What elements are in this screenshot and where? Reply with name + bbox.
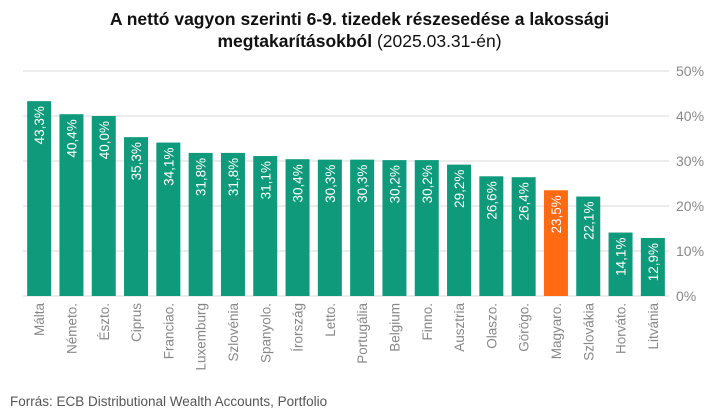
y-tick-label: 20% (676, 198, 704, 214)
bar (640, 237, 665, 296)
x-tick-label: Spanyolo. (258, 303, 273, 363)
data-label: 26,4% (517, 182, 532, 220)
x-tick-label: Olaszo. (484, 303, 499, 349)
source-note: Forrás: ECB Distributional Wealth Accoun… (10, 394, 328, 409)
title-line-1: A nettó vagyon szerinti 6-9. tizedek rés… (109, 9, 610, 29)
data-label: 35,3% (129, 142, 144, 180)
title-line-2-bold: megtakarításokból (217, 31, 373, 51)
data-label: 31,1% (258, 161, 273, 199)
x-tick-label: Észto. (97, 303, 112, 341)
bar (124, 137, 149, 296)
data-label: 30,4% (291, 164, 306, 202)
data-label: 12,9% (646, 243, 661, 281)
x-tick-label: Finno. (420, 303, 435, 341)
x-tick-label: Ciprus (129, 303, 144, 342)
data-label: 30,2% (420, 165, 435, 203)
bar (59, 114, 84, 296)
data-label: 34,1% (161, 148, 176, 186)
data-label: 43,3% (32, 106, 47, 144)
y-tick-label: 30% (676, 153, 704, 169)
x-tick-label: Görögo. (517, 303, 532, 352)
data-label: 23,5% (549, 195, 564, 233)
chart-title: A nettó vagyon szerinti 6-9. tizedek rés… (0, 8, 719, 52)
bar (576, 196, 601, 296)
y-tick-label: 50% (676, 63, 704, 79)
data-label: 31,8% (194, 158, 209, 196)
x-tick-label: Litvánia (646, 303, 661, 350)
y-tick-label: 10% (676, 243, 704, 259)
x-tick-label: Belgium (387, 303, 402, 352)
bar (27, 101, 52, 297)
data-label: 40,4% (64, 119, 79, 157)
bar (317, 159, 342, 296)
bar (253, 156, 278, 296)
x-tick-label: Portugália (355, 303, 370, 364)
data-label: 14,1% (614, 238, 629, 276)
bar (414, 160, 439, 296)
x-tick-label: Horváto. (614, 303, 629, 354)
data-label: 30,3% (355, 165, 370, 203)
bar (543, 190, 568, 296)
bar (91, 116, 116, 296)
x-tick-label: Szlovákia (581, 303, 596, 361)
data-label: 29,2% (452, 170, 467, 208)
bar (350, 159, 375, 296)
bar (511, 177, 536, 296)
x-tick-label: Franciao. (161, 303, 176, 359)
y-tick-label: 40% (676, 108, 704, 124)
bar (188, 152, 213, 296)
bar (220, 152, 245, 296)
x-tick-label: Ausztria (452, 303, 467, 352)
data-label: 30,2% (387, 165, 402, 203)
y-tick-label: 0% (676, 288, 696, 304)
x-tick-label: Szlovénia (226, 303, 241, 362)
x-tick-label: Magyaro. (549, 303, 564, 359)
bar (608, 232, 633, 296)
data-label: 30,3% (323, 165, 338, 203)
data-label: 26,6% (484, 181, 499, 219)
bar (447, 164, 472, 296)
x-tick-label: Letto. (323, 303, 338, 337)
bar (382, 160, 407, 296)
x-tick-label: Írország (291, 303, 306, 352)
x-tick-label: Málta (32, 303, 47, 337)
title-line-2-date: (2025.03.31-én) (376, 31, 502, 51)
bar (479, 176, 504, 296)
x-tick-label: Luxemburg (194, 303, 209, 371)
bar (285, 159, 310, 296)
x-tick-label: Németo. (64, 303, 79, 354)
bar (156, 142, 181, 296)
data-label: 40,0% (97, 121, 112, 159)
data-label: 31,8% (226, 158, 241, 196)
data-label: 22,1% (581, 202, 596, 240)
